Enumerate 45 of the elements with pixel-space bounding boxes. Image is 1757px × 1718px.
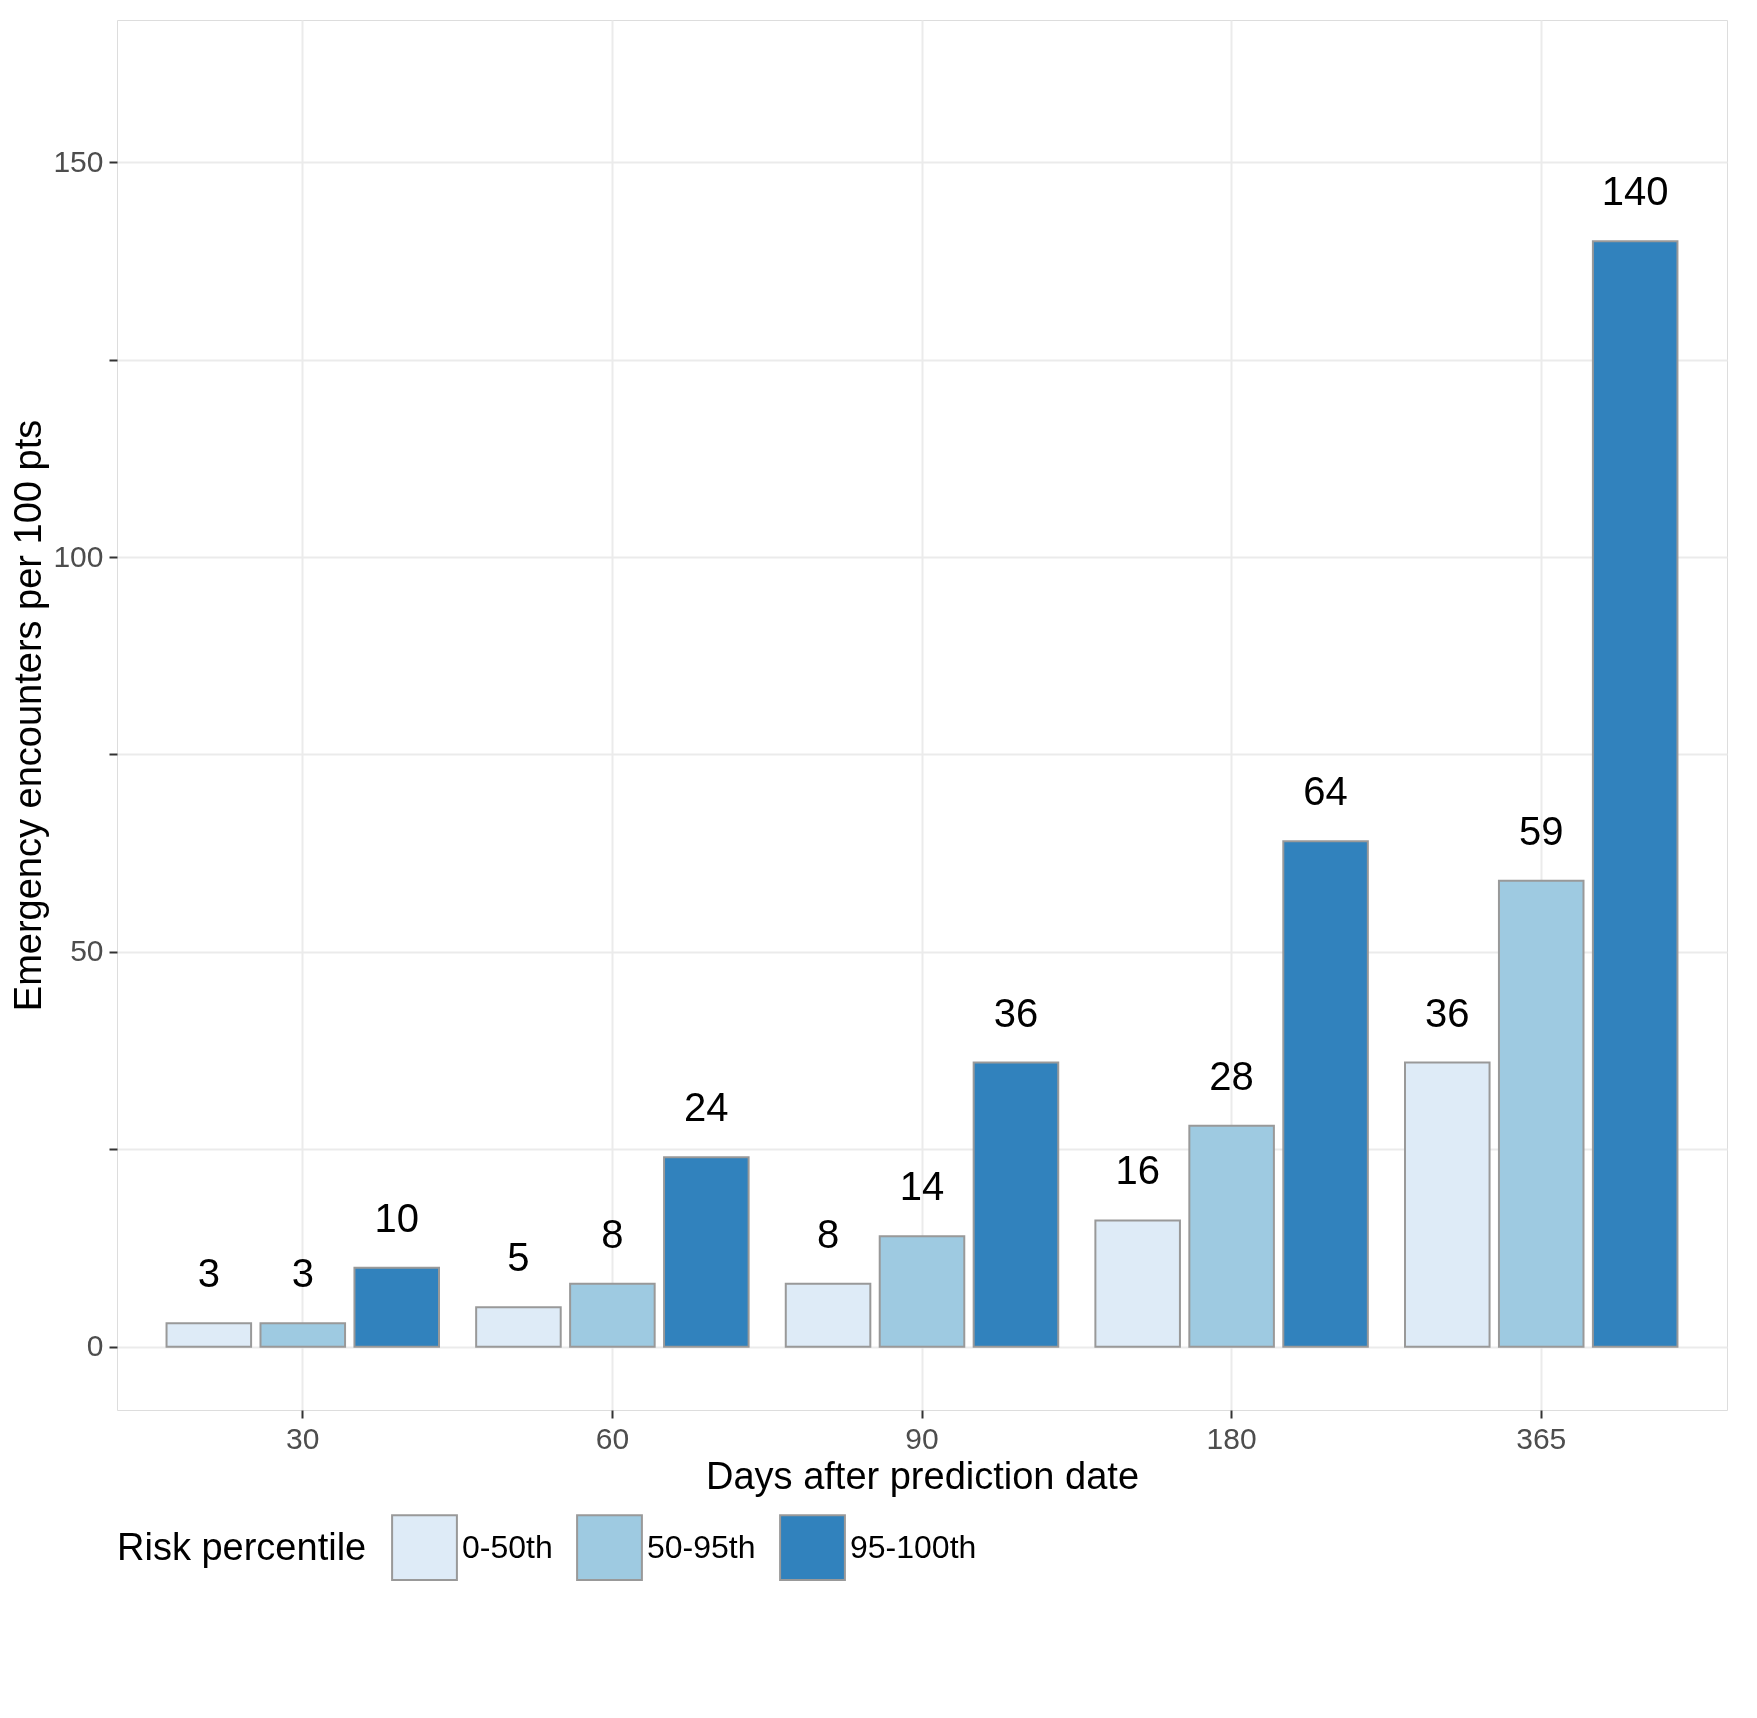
- legend-title: Risk percentile: [117, 1526, 367, 1568]
- data-label: 28: [1209, 1053, 1254, 1098]
- x-tick-label: 365: [1516, 1421, 1567, 1455]
- bar: [475, 1306, 562, 1348]
- bar: [1591, 240, 1679, 1348]
- y-tick-label: 100: [53, 539, 104, 573]
- data-label: 64: [1303, 769, 1348, 814]
- data-label: 10: [374, 1195, 419, 1240]
- data-label: 5: [507, 1235, 530, 1280]
- data-label: 8: [601, 1211, 624, 1256]
- data-label: 24: [684, 1085, 729, 1130]
- bar: [1188, 1124, 1275, 1348]
- bar: [165, 1322, 253, 1348]
- x-axis-title: Days after prediction date: [705, 1454, 1140, 1497]
- y-tick-label: 150: [53, 144, 104, 178]
- bar: [1404, 1061, 1491, 1348]
- bar: [1282, 840, 1369, 1348]
- bar: [353, 1266, 440, 1348]
- legend-label: 50-95th: [647, 1528, 756, 1565]
- bar: [663, 1156, 750, 1348]
- x-tick-label: 30: [286, 1421, 320, 1455]
- data-label: 3: [291, 1251, 314, 1296]
- data-label: 140: [1601, 169, 1669, 214]
- data-label: 59: [1518, 808, 1564, 853]
- x-tick-label: 90: [905, 1421, 939, 1455]
- legend-label: 95-100th: [850, 1528, 977, 1565]
- data-label: 8: [816, 1211, 840, 1256]
- bar: [259, 1322, 347, 1348]
- bar: [1497, 879, 1585, 1348]
- data-label: 36: [993, 990, 1039, 1035]
- bar: [1094, 1219, 1181, 1348]
- x-tick-label: 180: [1206, 1421, 1257, 1455]
- bar: [784, 1282, 872, 1348]
- bar: [569, 1282, 656, 1348]
- data-label: 3: [197, 1251, 220, 1296]
- y-axis-title: Emergency encounters per 100 pts: [7, 419, 50, 1012]
- bar: [972, 1061, 1060, 1348]
- y-tick-label: 0: [86, 1329, 104, 1363]
- y-tick-label: 50: [70, 934, 104, 968]
- bar: [878, 1235, 966, 1348]
- legend-label: 0-50th: [462, 1528, 553, 1565]
- data-label: 16: [1115, 1148, 1160, 1193]
- data-label: 14: [899, 1164, 945, 1209]
- x-tick-label: 60: [595, 1421, 630, 1455]
- data-label: 36: [1425, 990, 1470, 1035]
